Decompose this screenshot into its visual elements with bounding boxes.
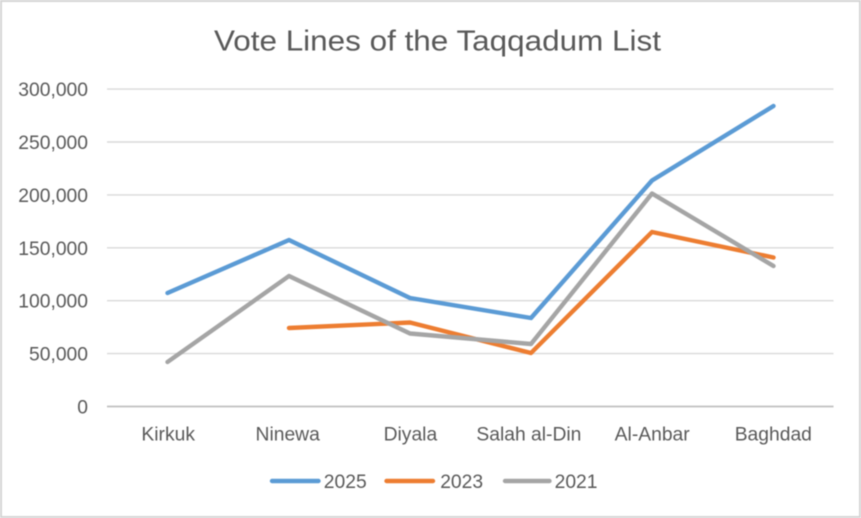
svg-text:2025: 2025 bbox=[324, 472, 367, 493]
svg-text:150,000: 150,000 bbox=[18, 239, 88, 260]
svg-text:Kirkuk: Kirkuk bbox=[141, 425, 195, 446]
svg-text:50,000: 50,000 bbox=[29, 345, 88, 366]
svg-text:250,000: 250,000 bbox=[18, 133, 88, 154]
svg-text:2023: 2023 bbox=[440, 472, 483, 493]
svg-text:Diyala: Diyala bbox=[384, 425, 438, 446]
svg-text:2021: 2021 bbox=[555, 472, 598, 493]
svg-text:Vote Lines of the Taqqadum Lis: Vote Lines of the Taqqadum List bbox=[214, 26, 661, 58]
svg-text:Salah al-Din: Salah al-Din bbox=[476, 425, 581, 446]
svg-text:Baghdad: Baghdad bbox=[735, 425, 812, 446]
svg-text:100,000: 100,000 bbox=[18, 292, 88, 313]
svg-text:200,000: 200,000 bbox=[18, 186, 88, 207]
svg-text:Ninewa: Ninewa bbox=[256, 425, 321, 446]
svg-text:300,000: 300,000 bbox=[18, 80, 88, 101]
svg-text:Al-Anbar: Al-Anbar bbox=[615, 425, 691, 446]
svg-text:0: 0 bbox=[77, 398, 88, 419]
